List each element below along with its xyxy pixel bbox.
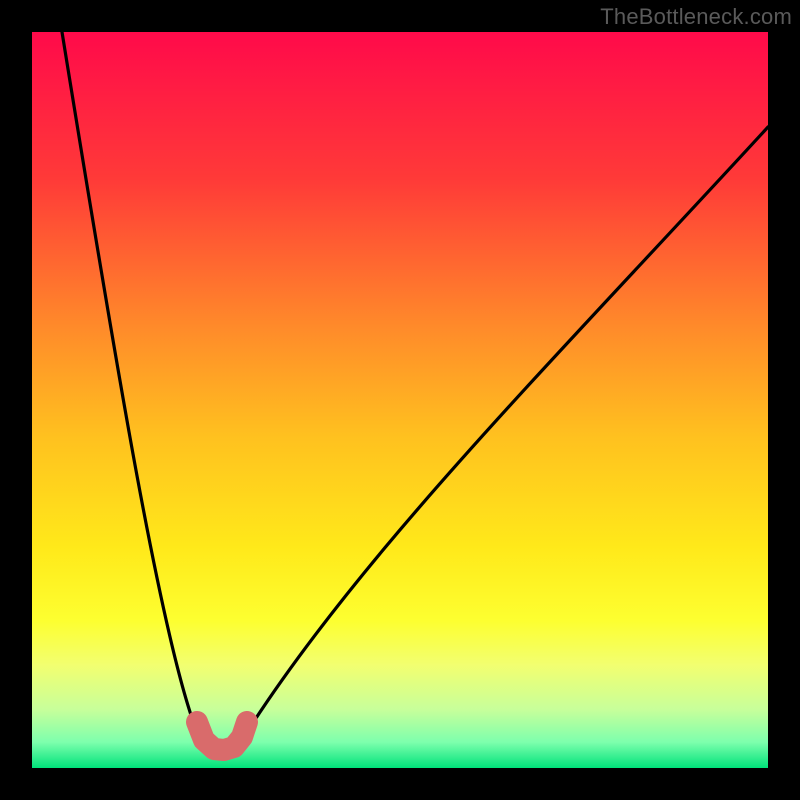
chart-frame: TheBottleneck.com	[0, 0, 800, 800]
plot-area	[32, 32, 768, 768]
chart-svg	[32, 32, 768, 768]
gradient-background	[32, 32, 768, 768]
watermark-text: TheBottleneck.com	[600, 4, 792, 30]
